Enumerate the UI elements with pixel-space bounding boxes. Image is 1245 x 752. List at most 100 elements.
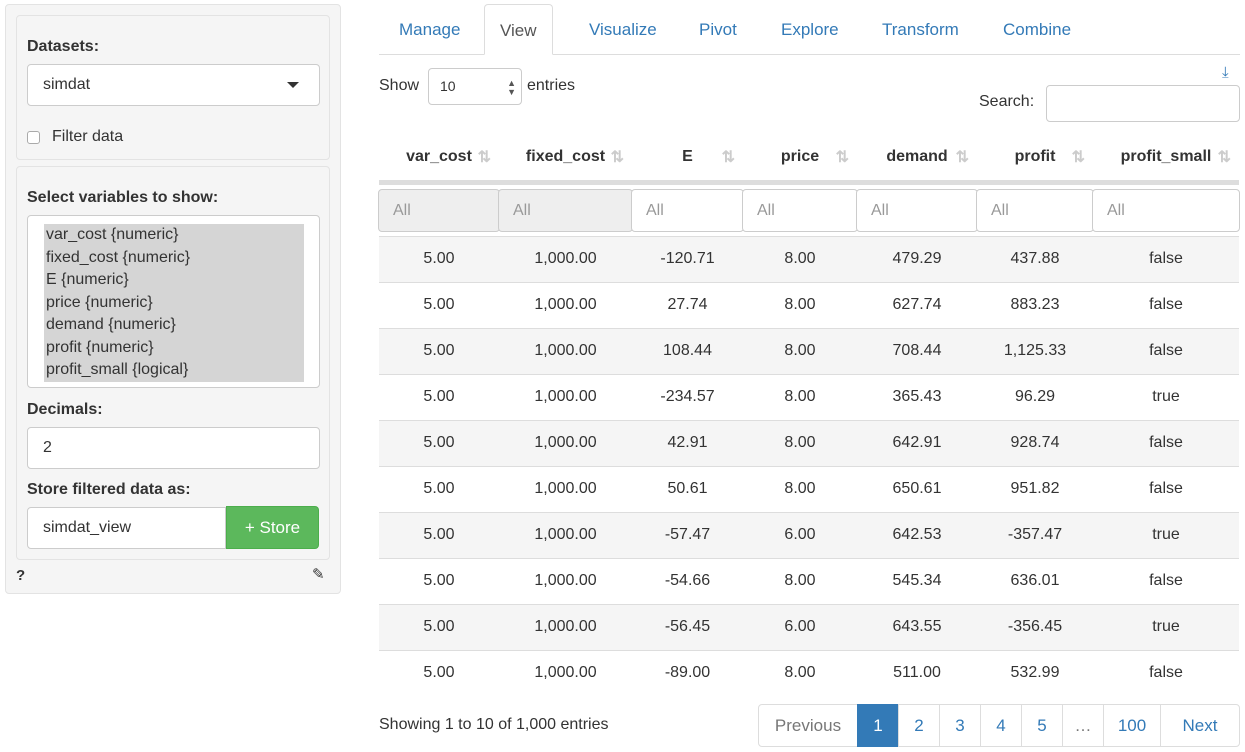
variable-option[interactable]: price {numeric} [46, 293, 153, 311]
entries-select[interactable]: 10 ▲ ▼ [428, 68, 522, 105]
cell-profit: -357.47 [977, 511, 1093, 558]
variables-select[interactable]: var_cost {numeric} fixed_cost {numeric} E … [27, 215, 320, 388]
data-table: var_cost ⇅ fixed_cost ⇅ E ⇅ price ⇅ demand ⇅ profi… [378, 135, 1240, 696]
tab-transform[interactable]: Transform [882, 20, 959, 39]
cell-var_cost: 5.00 [379, 281, 499, 328]
variable-option[interactable]: profit {numeric} [46, 338, 154, 356]
tab-pivot[interactable]: Pivot [699, 20, 737, 39]
cell-E: 108.44 [632, 327, 743, 374]
cell-fixed_cost: 1,000.00 [499, 419, 632, 466]
page-5[interactable]: 5 [1021, 704, 1063, 747]
sort-icon[interactable]: ⇅ [835, 149, 849, 166]
variable-option[interactable]: demand {numeric} [46, 316, 176, 333]
table-row: 5.00 1,000.00 -89.00 8.00 511.00 532.99 false [379, 649, 1239, 696]
tab-combine[interactable]: Combine [1003, 20, 1072, 39]
cell-var_cost: 5.00 [379, 235, 499, 282]
cell-demand: 642.53 [857, 511, 977, 558]
updown-icon: ▲ ▼ [507, 78, 516, 97]
page-100[interactable]: 100 [1103, 704, 1161, 747]
nav-tabs: Manage View Visualize Pivot Explore Transform… [379, 4, 1240, 55]
table-row: 5.00 1,000.00 -120.71 8.00 479.29 437.88 false [379, 235, 1239, 282]
dataset-value: simdat [43, 76, 91, 93]
help-icon[interactable]: ? [16, 567, 26, 584]
column-filter-profit_small[interactable]: All [1092, 188, 1240, 232]
entries-value: 10 [440, 78, 456, 94]
cell-var_cost: 5.00 [379, 419, 499, 466]
tab-visualize[interactable]: Visualize [589, 20, 657, 39]
column-header-var_cost[interactable]: var_cost ⇅ [379, 135, 499, 185]
cell-E: 27.74 [632, 281, 743, 328]
column-header-demand[interactable]: demand ⇅ [857, 135, 977, 185]
download-icon[interactable]: ⤓ [1222, 64, 1229, 81]
previous-button[interactable]: Previous [758, 704, 858, 747]
cell-var_cost: 5.00 [379, 327, 499, 374]
cell-profit_small: false [1093, 235, 1239, 282]
store-name-input[interactable]: simdat_view [27, 507, 226, 549]
column-filter-price[interactable]: All [742, 188, 858, 232]
cell-demand: 708.44 [857, 327, 977, 374]
filter-label: Filter data [52, 128, 124, 145]
cell-profit: 532.99 [977, 649, 1093, 696]
cell-profit_small: false [1093, 465, 1239, 512]
page-2[interactable]: 2 [898, 704, 940, 747]
sort-icon[interactable]: ⇅ [610, 149, 624, 166]
cell-var_cost: 5.00 [379, 557, 499, 604]
cell-profit_small: false [1093, 419, 1239, 466]
tab-manage[interactable]: Manage [399, 20, 461, 39]
column-filter-fixed_cost[interactable]: All [498, 188, 633, 232]
dataset-select[interactable]: simdat [27, 64, 320, 106]
column-header-price[interactable]: price ⇅ [743, 135, 857, 185]
table-row: 5.00 1,000.00 -234.57 8.00 365.43 96.29 true [379, 373, 1239, 420]
cell-var_cost: 5.00 [379, 511, 499, 558]
cell-price: 8.00 [743, 327, 857, 374]
variable-option[interactable]: var_cost {numeric} [46, 226, 179, 243]
column-label: profit_small [1120, 148, 1212, 166]
sort-icon[interactable]: ⇅ [1071, 149, 1085, 166]
column-header-profit[interactable]: profit ⇅ [977, 135, 1093, 185]
edit-report-icon[interactable]: ✎ [312, 566, 325, 583]
column-filter-E[interactable]: All [631, 188, 744, 232]
store-button[interactable]: + Store [226, 506, 319, 549]
tab-explore[interactable]: Explore [781, 20, 839, 39]
cell-profit_small: false [1093, 557, 1239, 604]
next-button[interactable]: Next [1160, 704, 1240, 747]
cell-E: -234.57 [632, 373, 743, 420]
column-filter-profit[interactable]: All [976, 188, 1094, 232]
sidebar: Datasets: simdat Filter data Select vari… [5, 4, 341, 594]
column-label: price [780, 148, 820, 166]
cell-price: 8.00 [743, 557, 857, 604]
cell-price: 8.00 [743, 235, 857, 282]
cell-price: 8.00 [743, 281, 857, 328]
column-label: demand [886, 148, 948, 166]
variable-option[interactable]: profit_small {logical} [46, 361, 189, 378]
column-header-fixed_cost[interactable]: fixed_cost ⇅ [499, 135, 632, 185]
decimals-label: Decimals: [27, 401, 103, 418]
page-3[interactable]: 3 [939, 704, 981, 747]
page-1[interactable]: 1 [857, 704, 899, 747]
cell-E: -56.45 [632, 603, 743, 650]
column-header-profit_small[interactable]: profit_small ⇅ [1093, 135, 1239, 185]
column-filter-var_cost[interactable]: All [378, 188, 500, 232]
cell-var_cost: 5.00 [379, 603, 499, 650]
variable-option[interactable]: fixed_cost {numeric} [46, 248, 191, 266]
tab-view[interactable]: View [484, 4, 553, 55]
decimals-input[interactable]: 2 [27, 427, 320, 469]
filter-checkbox[interactable] [27, 131, 40, 144]
column-header-E[interactable]: E ⇅ [632, 135, 743, 185]
column-label: profit [1014, 148, 1056, 166]
table-row: 5.00 1,000.00 50.61 8.00 650.61 951.82 false [379, 465, 1239, 512]
entries-label: entries [527, 77, 576, 94]
sort-icon[interactable]: ⇅ [955, 149, 969, 166]
sort-icon[interactable]: ⇅ [1217, 149, 1231, 166]
cell-price: 8.00 [743, 649, 857, 696]
variable-option[interactable]: E {numeric} [46, 271, 129, 288]
cell-demand: 479.29 [857, 235, 977, 282]
cell-E: -89.00 [632, 649, 743, 696]
page-4[interactable]: 4 [980, 704, 1022, 747]
cell-price: 8.00 [743, 465, 857, 512]
sort-icon[interactable]: ⇅ [477, 149, 491, 166]
sort-icon[interactable]: ⇅ [721, 149, 735, 166]
search-input[interactable] [1046, 85, 1240, 122]
column-label: fixed_cost [525, 148, 606, 166]
column-filter-demand[interactable]: All [856, 188, 978, 232]
